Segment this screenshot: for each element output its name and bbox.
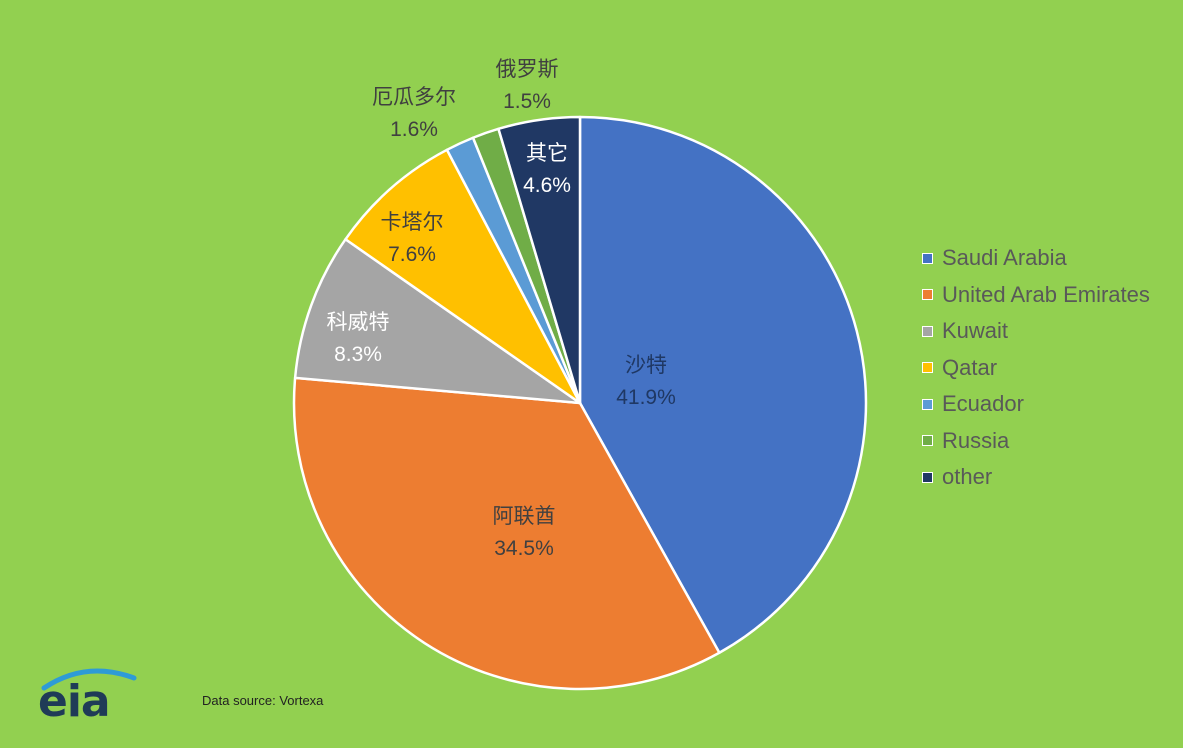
slice-percent-label: 7.6%	[388, 243, 436, 266]
legend-swatch	[922, 471, 933, 483]
legend-label: United Arab Emirates	[942, 281, 1150, 307]
legend-swatch	[922, 435, 933, 447]
legend-label: Qatar	[942, 354, 998, 380]
legend-label: other	[942, 464, 993, 489]
legend-item: Kuwait	[922, 313, 1150, 350]
legend-swatch	[922, 362, 933, 374]
pie-slice-qatar	[344, 148, 582, 405]
pie-slice-kuwait	[293, 238, 582, 405]
slice-percent-label: 4.6%	[523, 174, 571, 197]
legend-swatch	[922, 398, 933, 410]
legend-item: Qatar	[922, 350, 1150, 387]
legend-item: Russia	[922, 423, 1150, 460]
slice-label: 阿联酋	[493, 504, 556, 528]
data-source: Data source: Vortexa	[202, 693, 324, 708]
legend-item: other	[922, 459, 1150, 496]
slice-label: 俄罗斯	[496, 57, 559, 81]
slice-percent-label: 1.6%	[390, 118, 438, 141]
legend: Saudi Arabia United Arab Emirates Kuwait Qa…	[922, 240, 1150, 496]
legend-label: Saudi Arabia	[942, 245, 1067, 270]
slice-percent-label: 8.3%	[334, 343, 382, 366]
slice-percent-label: 34.5%	[494, 537, 554, 560]
logo-swoosh-icon	[41, 668, 137, 691]
legend-item: United Arab Emirates	[922, 277, 1150, 314]
logo-text: eia	[38, 676, 111, 727]
slice-label: 厄瓜多尔	[372, 85, 456, 109]
legend-swatch	[922, 252, 933, 264]
pie-slice-other	[497, 115, 582, 405]
legend-label: Russia	[942, 427, 1010, 453]
legend-label: Kuwait	[942, 318, 1009, 343]
slice-label: 卡塔尔	[381, 210, 444, 234]
legend-item: Ecuador	[922, 386, 1150, 423]
eia-logo: eia	[36, 664, 140, 728]
slice-percent-label: 1.5%	[503, 90, 551, 113]
legend-swatch	[922, 325, 933, 337]
legend-label: Ecuador	[942, 391, 1024, 416]
pie-slice-united-arab-emirates	[292, 376, 721, 691]
slice-label: 科威特	[327, 310, 390, 334]
legend-swatch	[922, 289, 933, 301]
slice-label: 其它	[526, 141, 568, 165]
slice-label: 沙特	[625, 353, 667, 377]
pie-slice-saudi-arabia	[578, 115, 868, 654]
slice-percent-label: 41.9%	[616, 386, 676, 409]
legend-item: Saudi Arabia	[922, 240, 1150, 277]
